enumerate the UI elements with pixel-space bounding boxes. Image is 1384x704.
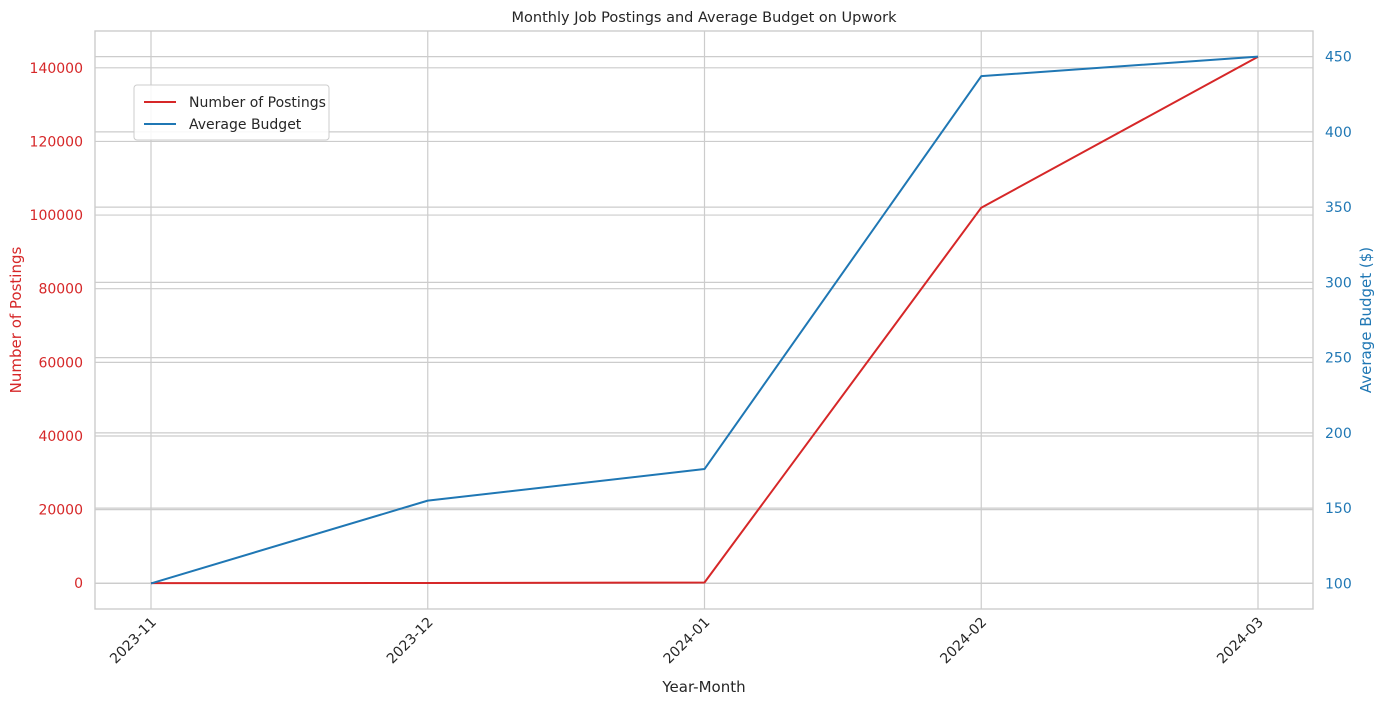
y-left-tick-label: 140000 xyxy=(30,61,83,77)
y-left-tick-label: 60000 xyxy=(38,355,83,371)
series-line-average-budget xyxy=(150,55,1259,585)
y-right-tick-label: 450 xyxy=(1325,50,1352,66)
x-tick-label: 2023-12 xyxy=(384,615,437,668)
y-left-axis-label: Number of Postings xyxy=(7,246,25,393)
y-left-tick-label: 0 xyxy=(74,576,83,592)
plot-frame xyxy=(94,30,1314,610)
legend: Number of Postings Average Budget xyxy=(133,84,330,141)
x-tick-label: 2024-03 xyxy=(1214,615,1267,668)
x-tick-label: 2024-02 xyxy=(937,615,990,668)
x-tick-label: 2023-11 xyxy=(107,615,160,668)
y-left-tick-label: 120000 xyxy=(30,134,83,150)
y-left-tick-label: 20000 xyxy=(38,503,83,519)
lines-layer xyxy=(150,55,1259,585)
legend-label: Average Budget xyxy=(189,117,302,133)
y-right-tick-label: 150 xyxy=(1325,501,1352,517)
x-axis-label: Year-Month xyxy=(661,678,745,696)
x-tick-label: 2024-01 xyxy=(661,615,714,668)
y-right-axis-label: Average Budget ($) xyxy=(1357,247,1375,393)
y-right-tick-label: 350 xyxy=(1325,200,1352,216)
y-right-tick-label: 250 xyxy=(1325,351,1352,367)
legend-label: Number of Postings xyxy=(189,95,326,111)
series-line-number-of-postings xyxy=(150,55,1259,585)
chart-title: Monthly Job Postings and Average Budget … xyxy=(512,10,898,26)
y-left-tick-label: 40000 xyxy=(38,429,83,445)
y-left-tick-label: 80000 xyxy=(38,282,83,298)
y-right-tick-label: 400 xyxy=(1325,125,1352,141)
y-left-tick-label: 100000 xyxy=(30,208,83,224)
ticks-layer: 2023-11 2023-12 2024-01 2024-02 2024-03 0 2000… xyxy=(30,50,1352,668)
legend-box xyxy=(133,84,330,141)
y-right-tick-label: 200 xyxy=(1325,426,1352,442)
y-right-tick-label: 100 xyxy=(1325,576,1352,592)
y-right-tick-label: 300 xyxy=(1325,275,1352,291)
